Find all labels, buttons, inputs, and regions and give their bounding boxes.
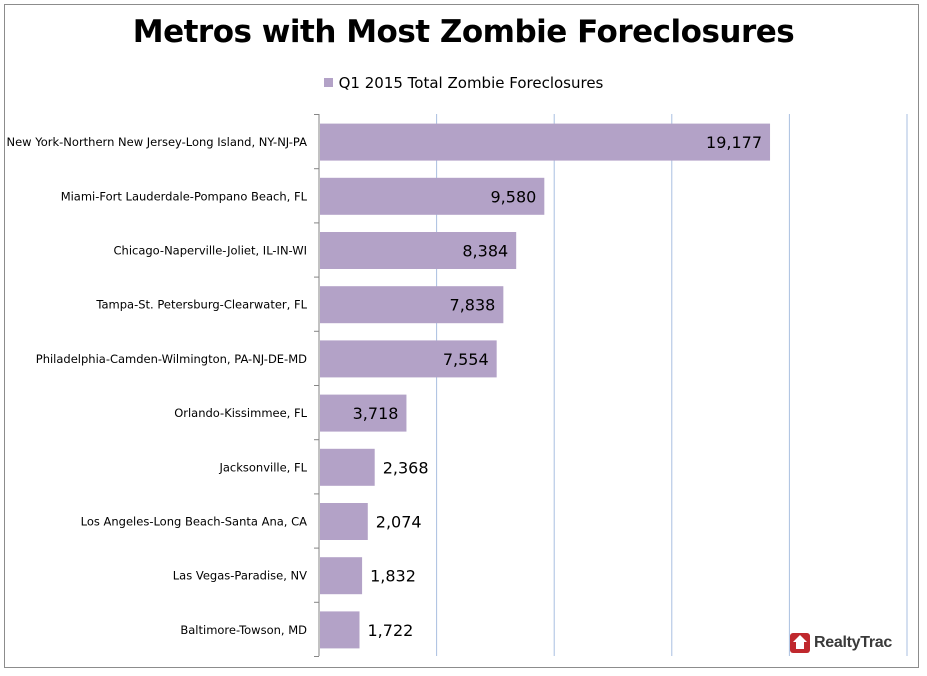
data-label: 7,838: [450, 296, 496, 315]
data-label: 1,832: [370, 567, 416, 586]
data-label: 3,718: [353, 404, 399, 423]
category-label: Jacksonville, FL: [218, 460, 307, 474]
category-label: Tampa-St. Petersburg-Clearwater, FL: [95, 298, 307, 312]
bar-7: [320, 503, 368, 540]
legend-swatch: [323, 78, 333, 87]
house-icon: [790, 633, 810, 653]
data-label: 8,384: [462, 242, 508, 261]
bar-0: [320, 123, 771, 161]
data-label: 2,074: [376, 513, 422, 532]
legend-label: Q1 2015 Total Zombie Foreclosures: [338, 74, 604, 92]
category-label: Miami-Fort Lauderdale-Pompano Beach, FL: [61, 189, 308, 203]
bar-9: [320, 611, 360, 649]
category-label: New York-Northern New Jersey-Long Island…: [7, 135, 308, 149]
logo-text: RealtyTrac: [814, 634, 892, 651]
data-label: 2,368: [383, 458, 429, 477]
data-label: 9,580: [491, 187, 537, 206]
bar-8: [320, 557, 363, 595]
bar-4: [320, 340, 497, 378]
bar-1: [320, 177, 545, 215]
category-label: Orlando-Kissimmee, FL: [174, 406, 307, 420]
category-label: Las Vegas-Paradise, NV: [173, 569, 307, 583]
data-label: 7,554: [443, 350, 489, 369]
bar-5: [320, 394, 407, 432]
category-label: Philadelphia-Camden-Wilmington, PA-NJ-DE…: [36, 352, 307, 366]
category-label: Los Angeles-Long Beach-Santa Ana, CA: [81, 515, 307, 529]
bar-3: [320, 286, 504, 324]
category-label: Chicago-Naperville-Joliet, IL-IN-WI: [114, 244, 308, 258]
bar-2: [320, 232, 517, 269]
chart-frame: [4, 4, 919, 668]
bar-6: [320, 448, 375, 486]
data-label: 19,177: [706, 133, 762, 152]
realtytrac-logo: RealtyTrac: [790, 631, 892, 655]
data-label: 1,722: [368, 621, 414, 640]
chart-title: Metros with Most Zombie Foreclosures: [132, 14, 795, 50]
category-label: Baltimore-Towson, MD: [180, 623, 307, 637]
chart-legend: Q1 2015 Total Zombie Foreclosures: [0, 74, 927, 92]
